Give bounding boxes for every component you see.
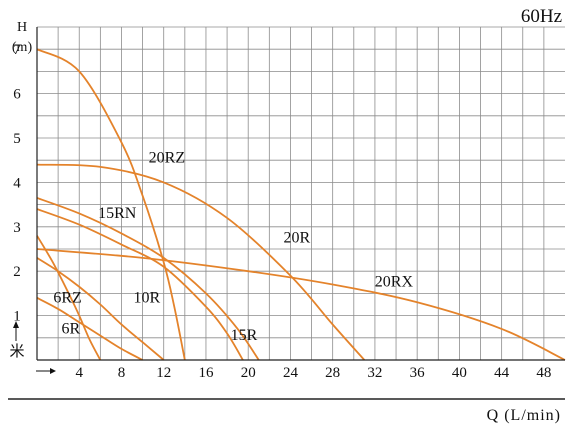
curve-label-6rz: 6RZ	[53, 289, 81, 306]
x-tick-label: 36	[410, 365, 426, 381]
y-tick-label: 6	[13, 87, 21, 103]
y-axis-unit: (m)	[12, 40, 33, 55]
chart-grid	[37, 26, 565, 360]
chart-title: 60Hz	[521, 6, 562, 27]
x-tick-label: 12	[156, 365, 171, 381]
curve-6r	[36, 297, 144, 361]
x-tick-label: 20	[241, 365, 256, 381]
curve-label-20rz: 20RZ	[149, 149, 185, 166]
x-axis-label: Q (L/min)	[487, 407, 561, 424]
curve-label-20r: 20R	[283, 229, 310, 246]
performance-curves	[36, 48, 566, 361]
curve-label-10r: 10R	[133, 289, 160, 306]
curve-label-15rn: 15RN	[98, 205, 137, 222]
x-tick-label: 40	[452, 365, 467, 381]
curve-20r	[36, 163, 366, 361]
y-tick-label: 5	[13, 131, 21, 147]
x-tick-label: 24	[283, 365, 299, 381]
curve-15r	[36, 208, 244, 361]
x-tick-label: 48	[536, 365, 551, 381]
y-tick-label: 2	[13, 264, 21, 280]
x-tick-label: 32	[367, 365, 382, 381]
y-tick-label: 3	[13, 220, 21, 236]
curve-20rz	[36, 48, 186, 361]
x-tick-label: 44	[494, 365, 510, 381]
curve-label-15r: 15R	[231, 327, 258, 344]
y-tick-label: 7	[13, 42, 21, 58]
x-tick-label: 28	[325, 365, 340, 381]
curve-15rn	[36, 197, 260, 361]
y-axis-label: H	[17, 20, 27, 35]
curve-labels: 20RZ 20R 20RX 15RN 15R 10R 6RZ 6R	[53, 149, 413, 344]
x-tick-label: 4	[75, 365, 83, 381]
unit-marker-glyph: 米	[9, 343, 24, 360]
y-tick-label: 4	[13, 175, 21, 191]
y-tick-label: 1	[13, 309, 21, 325]
curve-label-20rx: 20RX	[375, 274, 414, 291]
right-arrow-icon	[36, 368, 56, 374]
curve-label-6r: 6R	[61, 320, 80, 337]
x-tick-label: 16	[198, 365, 214, 381]
x-tick-label: 8	[118, 365, 126, 381]
curve-20rx	[36, 248, 566, 361]
curve-6rz	[36, 235, 102, 361]
chart-axes	[8, 27, 565, 400]
up-arrow-icon	[13, 321, 19, 341]
